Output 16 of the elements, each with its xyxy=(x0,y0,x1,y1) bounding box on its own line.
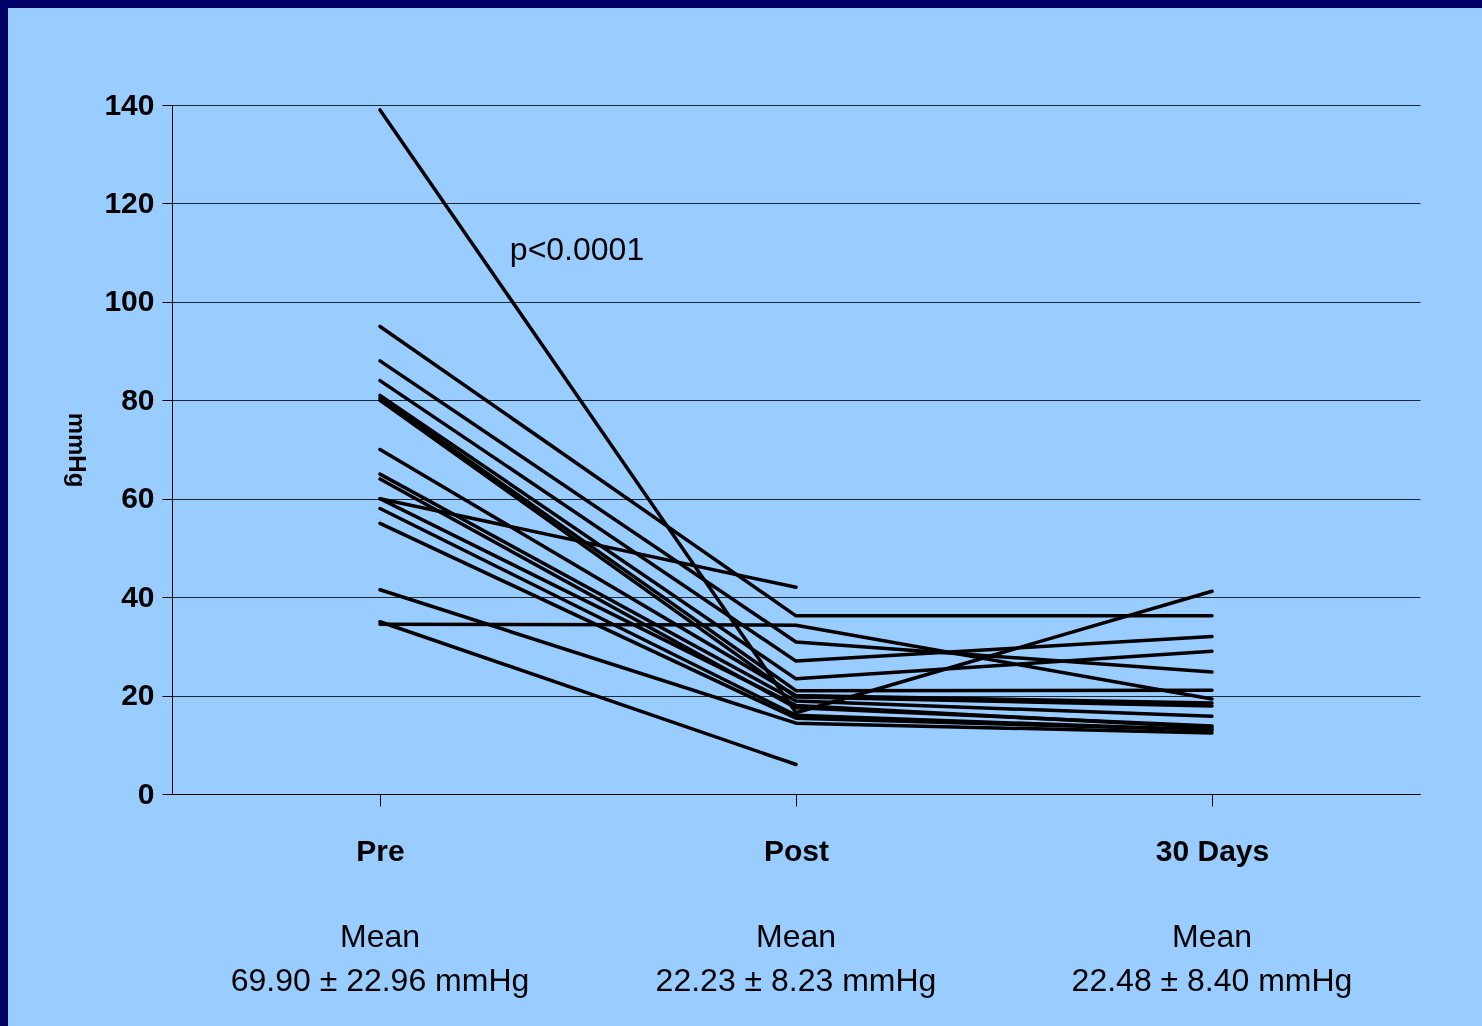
y-tick-label: 120 xyxy=(104,185,155,219)
x-tick-label: Pre xyxy=(356,833,405,867)
x-tick-label: Post xyxy=(763,833,830,867)
y-tick-label: 0 xyxy=(137,776,155,810)
text: Mean 22.48 ± 8.40 mmHg xyxy=(1071,918,1353,998)
y-tick-label: 80 xyxy=(121,382,155,416)
annotation: p<0.0001 xyxy=(509,231,645,267)
y-tick-label: 140 xyxy=(104,87,155,121)
y-tick-label: 40 xyxy=(121,579,155,613)
y-tick-label: 100 xyxy=(104,284,155,318)
y-tick-label: 20 xyxy=(121,678,155,712)
y-axis-title: mmHg xyxy=(64,412,92,488)
text: Mean 69.90 ± 22.96 mmHg xyxy=(230,918,530,998)
y-tick-label: 60 xyxy=(121,481,155,515)
x-tick-label: 30 Days xyxy=(1155,833,1270,867)
text: Mean 22.23 ± 8.23 mmHg xyxy=(655,918,937,998)
